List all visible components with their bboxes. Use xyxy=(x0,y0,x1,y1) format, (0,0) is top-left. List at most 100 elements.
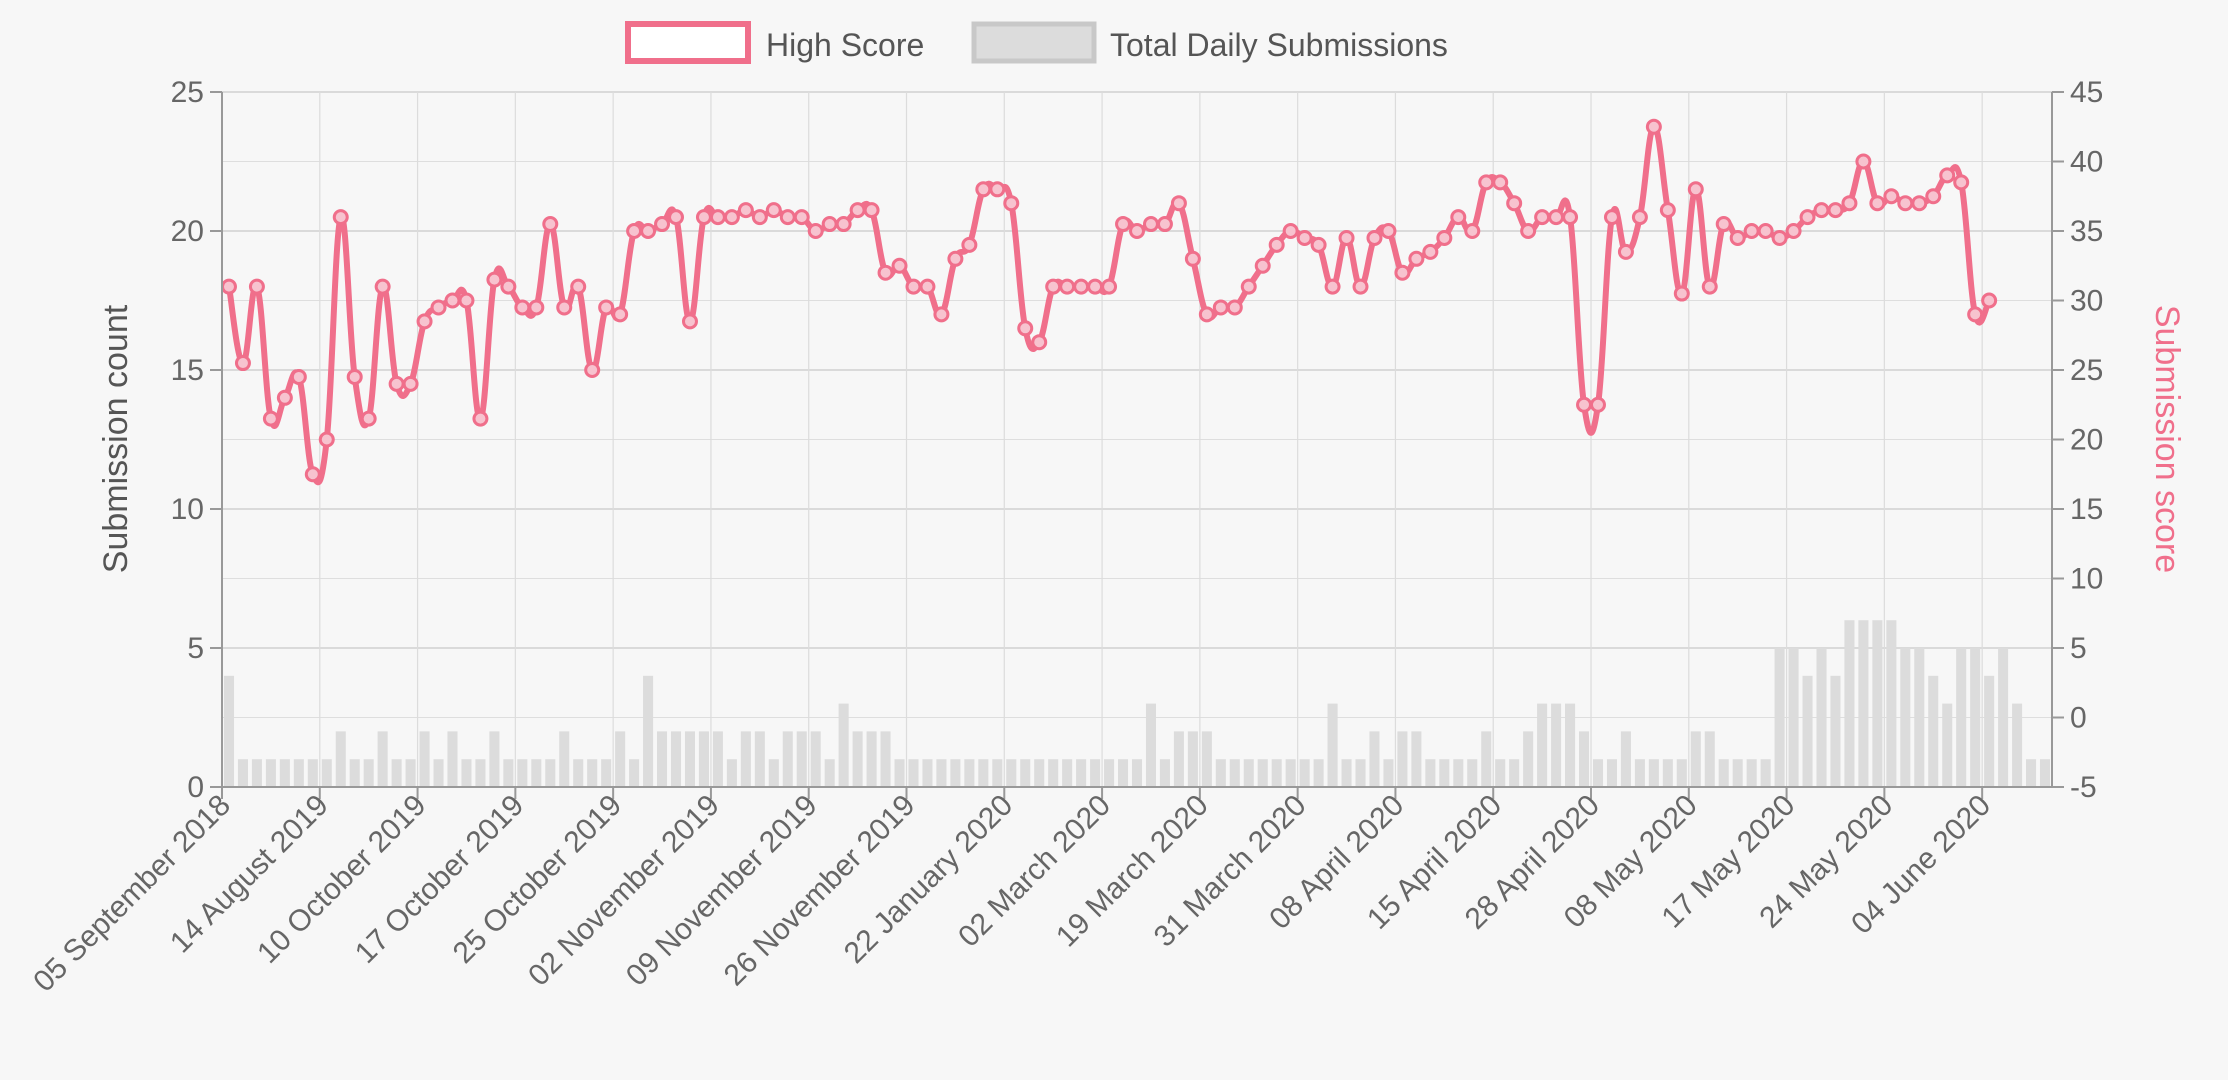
bar-total-daily-submissions[interactable] xyxy=(1131,759,1143,787)
bar-total-daily-submissions[interactable] xyxy=(237,759,248,787)
bar-total-daily-submissions[interactable] xyxy=(1984,675,1995,787)
bar-total-daily-submissions[interactable] xyxy=(1746,759,1757,787)
bar-total-daily-submissions[interactable] xyxy=(1523,731,1534,787)
point-high-score[interactable] xyxy=(1953,174,1970,191)
point-high-score[interactable] xyxy=(793,209,810,226)
bar-total-daily-submissions[interactable] xyxy=(363,759,374,787)
bar-total-daily-submissions[interactable] xyxy=(768,759,779,787)
point-high-score[interactable] xyxy=(1925,188,1942,205)
bar-total-daily-submissions[interactable] xyxy=(1173,731,1184,787)
bar-total-daily-submissions[interactable] xyxy=(726,759,737,787)
point-high-score[interactable] xyxy=(1897,195,1914,212)
point-high-score[interactable] xyxy=(1729,229,1746,246)
bar-total-daily-submissions[interactable] xyxy=(489,731,500,787)
bar-total-daily-submissions[interactable] xyxy=(1118,759,1129,787)
bar-total-daily-submissions[interactable] xyxy=(1704,731,1715,787)
bar-total-daily-submissions[interactable] xyxy=(712,731,723,787)
bar-total-daily-submissions[interactable] xyxy=(1872,620,1883,787)
bar-total-daily-submissions[interactable] xyxy=(1998,648,2009,787)
bar-total-daily-submissions[interactable] xyxy=(223,675,235,787)
point-high-score[interactable] xyxy=(1967,306,1984,323)
point-high-score[interactable] xyxy=(1799,209,1816,226)
point-high-score[interactable] xyxy=(849,202,866,219)
bar-total-daily-submissions[interactable] xyxy=(1760,759,1771,787)
point-high-score[interactable] xyxy=(598,299,615,316)
bar-total-daily-submissions[interactable] xyxy=(810,731,821,787)
point-high-score[interactable] xyxy=(1408,250,1425,267)
point-high-score[interactable] xyxy=(709,209,726,226)
point-high-score[interactable] xyxy=(695,209,712,226)
bar-total-daily-submissions[interactable] xyxy=(1215,759,1226,787)
point-high-score[interactable] xyxy=(1771,229,1788,246)
bar-total-daily-submissions[interactable] xyxy=(559,731,570,787)
point-high-score[interactable] xyxy=(1701,278,1718,295)
bar-total-daily-submissions[interactable] xyxy=(880,731,891,787)
bar-total-daily-submissions[interactable] xyxy=(1592,759,1604,787)
bar-total-daily-submissions[interactable] xyxy=(601,759,612,787)
bar-total-daily-submissions[interactable] xyxy=(992,759,1003,787)
bar-total-daily-submissions[interactable] xyxy=(1439,759,1450,787)
point-high-score[interactable] xyxy=(486,271,503,288)
point-high-score[interactable] xyxy=(388,375,405,392)
bar-total-daily-submissions[interactable] xyxy=(1816,648,1827,787)
bar-total-daily-submissions[interactable] xyxy=(1257,759,1268,787)
bar-total-daily-submissions[interactable] xyxy=(1802,675,1813,787)
bar-total-daily-submissions[interactable] xyxy=(1145,703,1156,787)
point-high-score[interactable] xyxy=(430,299,447,316)
point-high-score[interactable] xyxy=(1589,396,1606,413)
point-high-score[interactable] xyxy=(304,466,321,483)
point-high-score[interactable] xyxy=(807,223,824,239)
bar-total-daily-submissions[interactable] xyxy=(1355,759,1366,787)
point-high-score[interactable] xyxy=(751,209,768,226)
bar-total-daily-submissions[interactable] xyxy=(754,731,765,787)
bar-total-daily-submissions[interactable] xyxy=(587,759,598,787)
point-high-score[interactable] xyxy=(1212,299,1229,316)
bar-total-daily-submissions[interactable] xyxy=(1774,648,1785,787)
bar-total-daily-submissions[interactable] xyxy=(1648,759,1659,787)
bar-total-daily-submissions[interactable] xyxy=(1048,759,1059,787)
point-high-score[interactable] xyxy=(556,299,573,316)
bar-total-daily-submissions[interactable] xyxy=(1606,759,1617,787)
point-high-score[interactable] xyxy=(458,292,475,309)
point-high-score[interactable] xyxy=(1813,202,1830,219)
point-high-score[interactable] xyxy=(402,375,419,392)
point-high-score[interactable] xyxy=(1617,243,1634,260)
bar-total-daily-submissions[interactable] xyxy=(1369,731,1380,787)
point-high-score[interactable] xyxy=(765,202,782,219)
bar-total-daily-submissions[interactable] xyxy=(1453,759,1464,787)
point-high-score[interactable] xyxy=(262,410,279,427)
bar-total-daily-submissions[interactable] xyxy=(1271,759,1282,787)
point-high-score[interactable] xyxy=(1184,250,1201,267)
bar-total-daily-submissions[interactable] xyxy=(461,759,472,787)
legend-swatch-total-daily-submissions[interactable] xyxy=(971,21,1097,64)
bar-total-daily-submissions[interactable] xyxy=(1159,759,1170,787)
legend-label-total-daily-submissions[interactable]: Total Daily Submissions xyxy=(1110,27,1448,63)
bar-total-daily-submissions[interactable] xyxy=(517,759,528,787)
point-high-score[interactable] xyxy=(905,278,922,295)
point-high-score[interactable] xyxy=(1338,229,1355,246)
point-high-score[interactable] xyxy=(360,410,377,427)
bar-total-daily-submissions[interactable] xyxy=(1886,620,1897,787)
bar-total-daily-submissions[interactable] xyxy=(1467,759,1478,787)
bar-total-daily-submissions[interactable] xyxy=(1104,759,1115,787)
bar-total-daily-submissions[interactable] xyxy=(377,731,388,787)
point-high-score[interactable] xyxy=(1436,229,1453,246)
bar-total-daily-submissions[interactable] xyxy=(615,731,626,787)
point-high-score[interactable] xyxy=(1687,181,1704,198)
point-high-score[interactable] xyxy=(933,306,950,323)
point-high-score[interactable] xyxy=(1198,306,1215,323)
bar-total-daily-submissions[interactable] xyxy=(2026,759,2037,787)
bar-total-daily-submissions[interactable] xyxy=(1942,703,1953,787)
bar-total-daily-submissions[interactable] xyxy=(1970,648,1981,787)
point-high-score[interactable] xyxy=(542,216,559,233)
point-high-score[interactable] xyxy=(1827,202,1844,219)
point-high-score[interactable] xyxy=(1450,209,1467,226)
bar-total-daily-submissions[interactable] xyxy=(2039,759,2051,787)
point-high-score[interactable] xyxy=(961,236,978,253)
bar-total-daily-submissions[interactable] xyxy=(629,759,640,787)
point-high-score[interactable] xyxy=(1352,278,1369,295)
point-high-score[interactable] xyxy=(1170,195,1187,212)
bar-total-daily-submissions[interactable] xyxy=(964,759,975,787)
point-high-score[interactable] xyxy=(1017,320,1034,337)
point-high-score[interactable] xyxy=(1268,236,1285,253)
